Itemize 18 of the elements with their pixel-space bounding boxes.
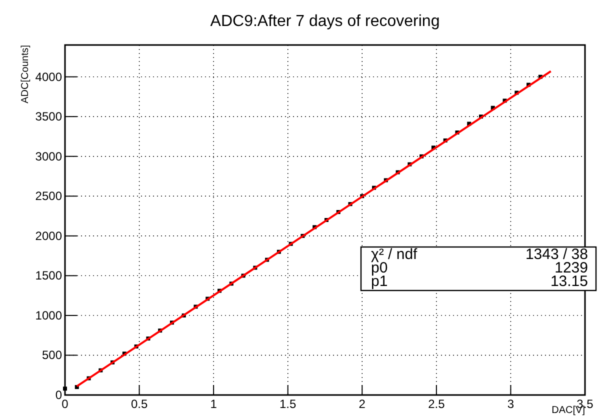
x-tick-label: 2	[358, 397, 366, 411]
x-tick-label: 0.5	[130, 397, 148, 411]
x-tick-label: 1.5	[280, 397, 297, 411]
y-tick-label: 4000	[35, 70, 62, 84]
y-tick-label: 2500	[35, 189, 62, 204]
x-tick-label: 1	[210, 397, 218, 411]
y-tick-label: 3500	[35, 110, 62, 124]
y-tick-label: 1500	[35, 268, 62, 283]
y-tick-label: 2000	[35, 228, 62, 243]
annotation: p1	[371, 273, 388, 290]
y-tick-label: 3000	[35, 149, 62, 164]
y-tick-label: 0	[55, 388, 62, 402]
chart-title: ADC9:After 7 days of recovering	[210, 13, 440, 30]
y-tick-label: 1000	[35, 308, 62, 322]
y-axis-title: ADC[Counts]	[20, 44, 31, 104]
x-tick-label: 2.5	[428, 397, 446, 411]
x-tick-label: 3	[507, 397, 514, 411]
y-tick-label: 500	[42, 348, 62, 362]
